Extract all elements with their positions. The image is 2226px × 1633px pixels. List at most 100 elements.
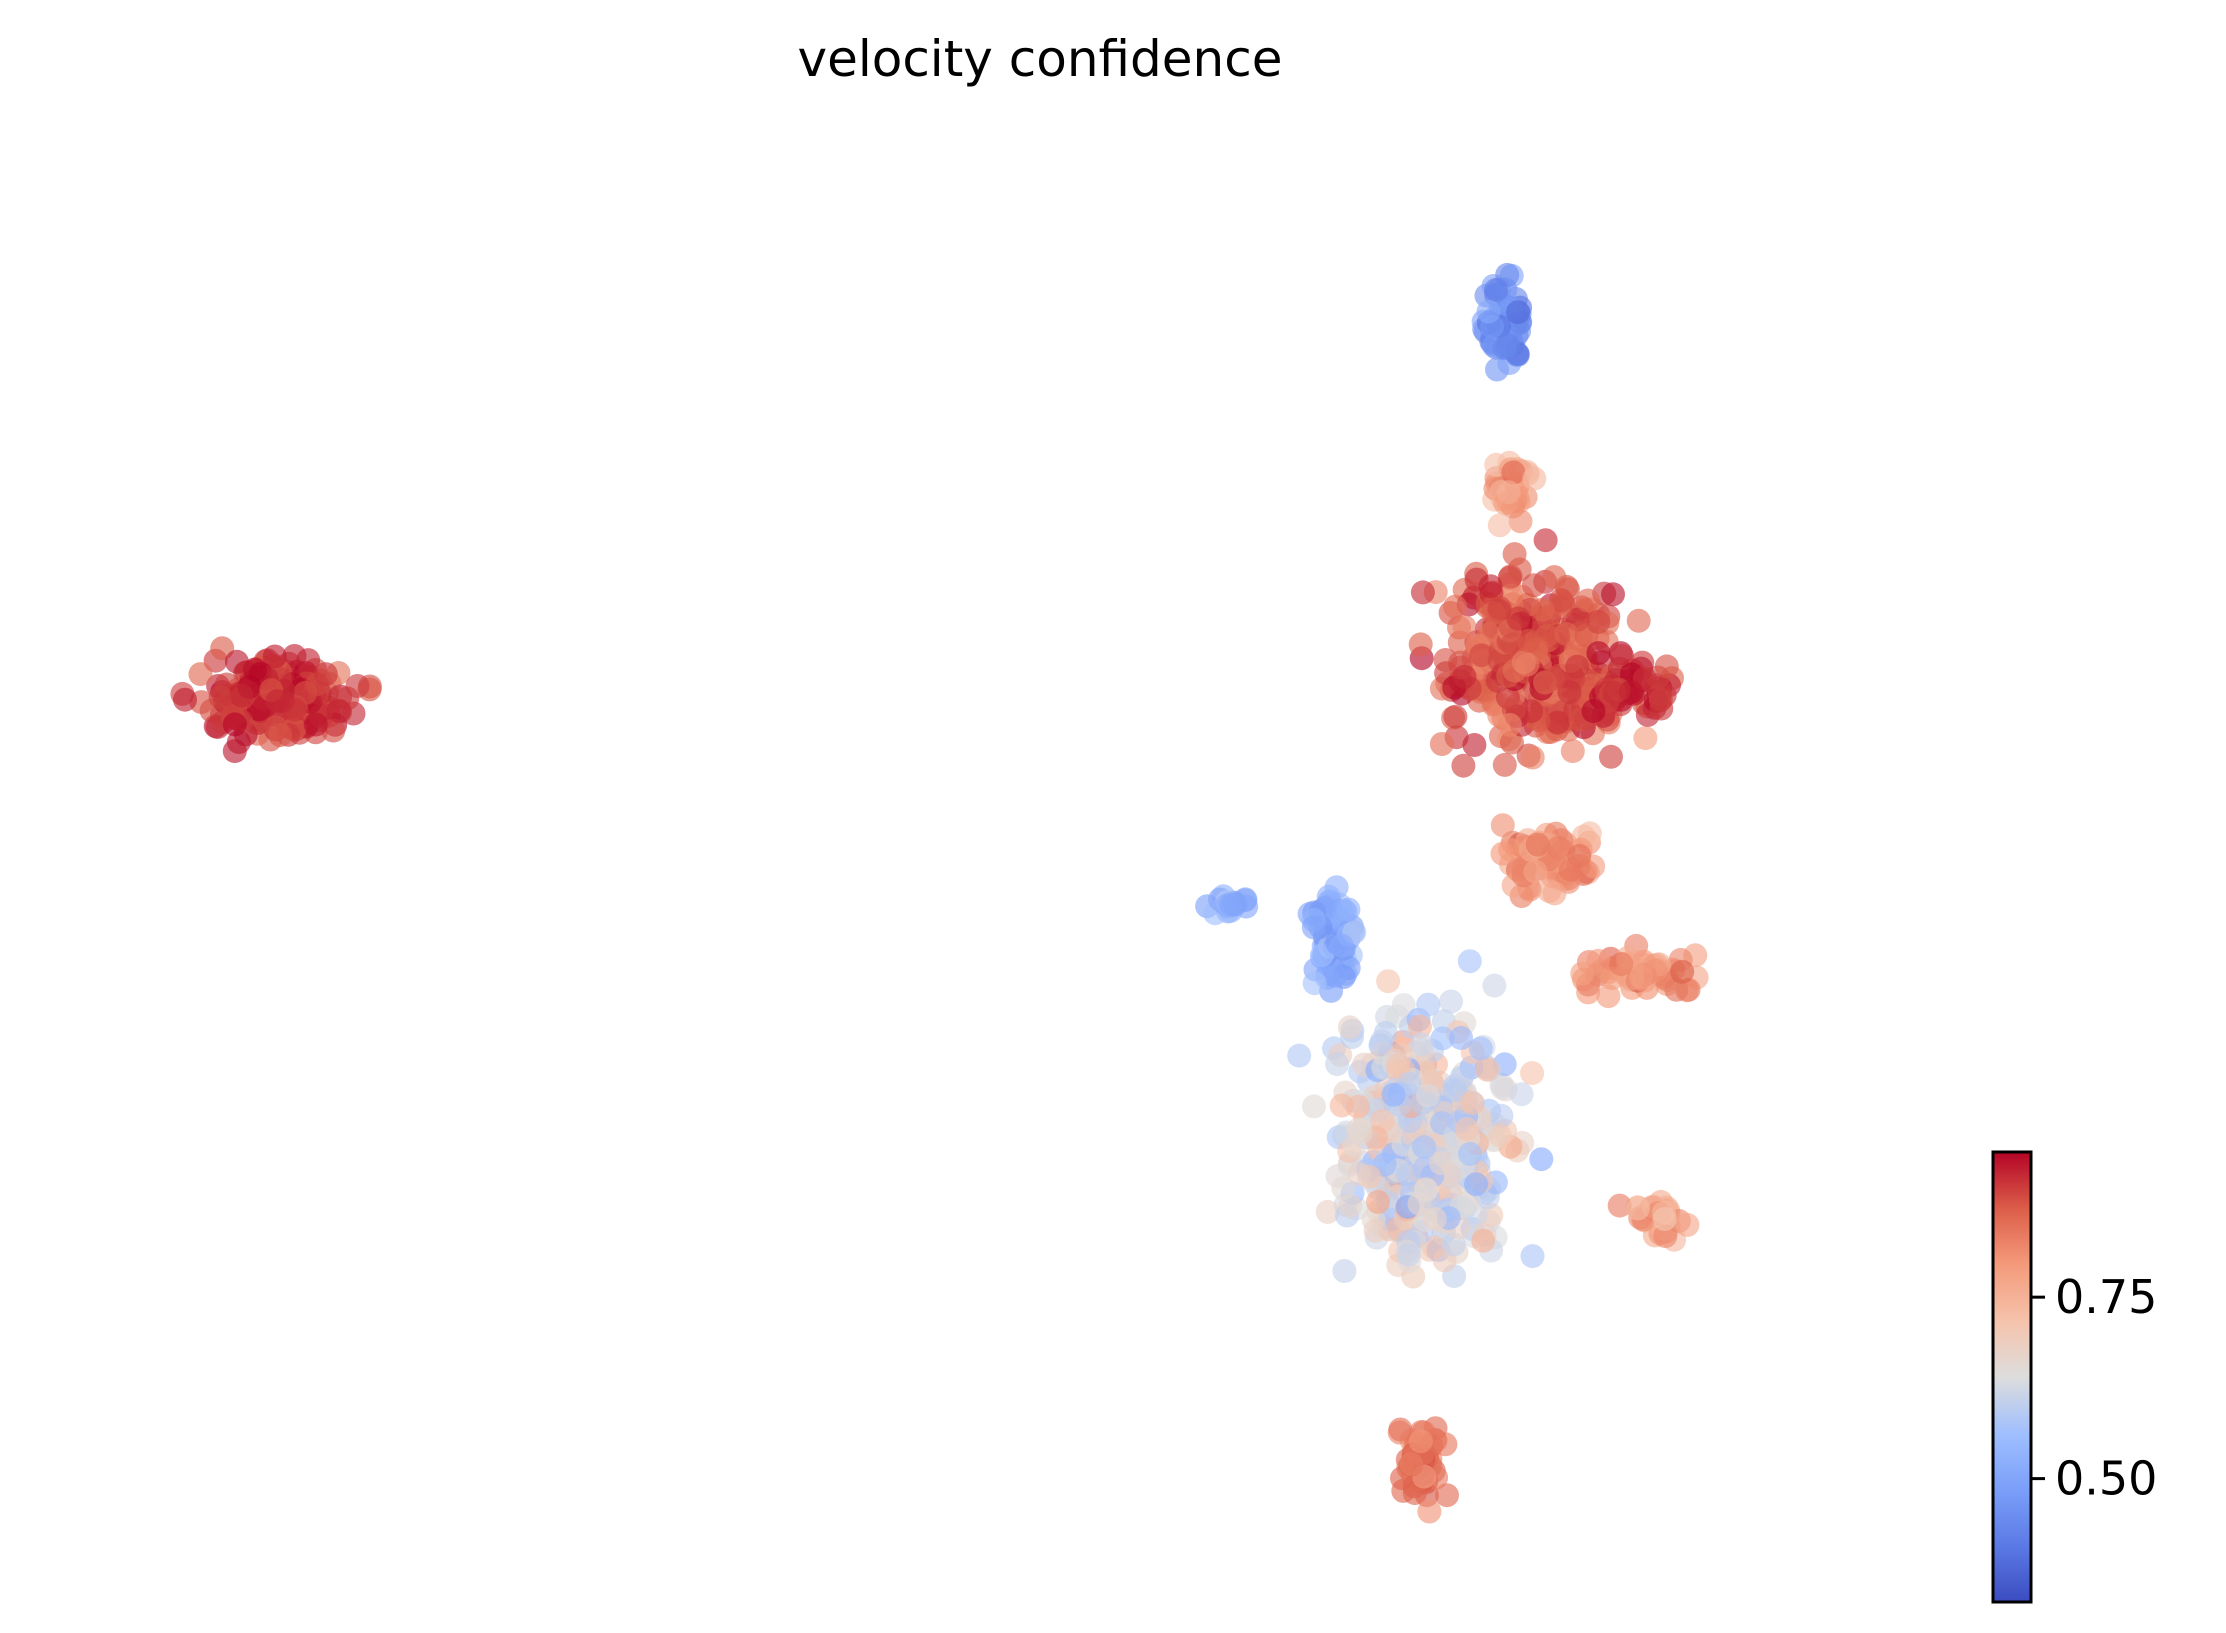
scatter-point [1586, 948, 1611, 973]
scatter-point [188, 662, 213, 687]
scatter-point [1602, 680, 1627, 705]
scatter-point [1652, 1207, 1677, 1231]
scatter-point [1654, 654, 1679, 679]
scatter-point [1475, 1057, 1500, 1082]
scatter-point [1338, 1194, 1363, 1218]
scatter-point [1337, 1015, 1362, 1040]
scatter-point [1416, 992, 1441, 1017]
scatter-point [326, 698, 351, 723]
scatter-point [1519, 699, 1544, 724]
scatter-point [1478, 574, 1503, 599]
scatter-point [1429, 732, 1454, 756]
scatter-point [262, 644, 287, 669]
scatter-point [1302, 1094, 1326, 1119]
scatter-point [1676, 977, 1701, 1002]
scatter-point [1347, 1162, 1372, 1187]
scatter-point [1366, 1189, 1390, 1214]
scatter-point [1435, 1483, 1459, 1508]
scatter-point [1586, 641, 1611, 666]
scatter-point [1529, 1147, 1554, 1172]
colorbar-tick-label: 0.50 [2055, 1452, 2157, 1506]
scatter-point [1581, 699, 1606, 724]
scatter-point [1302, 971, 1327, 996]
scatter-point [1429, 1151, 1453, 1176]
scatter-point [1471, 1228, 1496, 1253]
scatter-point [1490, 1075, 1515, 1100]
scatter-point [1452, 664, 1477, 689]
scatter-point [1601, 582, 1625, 607]
scatter-point [1522, 466, 1547, 491]
scatter-point [296, 648, 321, 673]
scatter-point [1492, 336, 1517, 361]
scatter-point [1575, 588, 1600, 613]
scatter-point [1422, 1206, 1447, 1231]
scatter-point [1484, 277, 1509, 302]
scatter-point [1500, 730, 1524, 755]
scatter-point [1369, 1029, 1394, 1054]
scatter-point [1609, 952, 1634, 977]
scatter-point [1497, 712, 1522, 737]
scatter-point [1560, 739, 1585, 764]
scatter-point [1410, 580, 1435, 605]
scatter-point [1443, 704, 1468, 729]
scatter-point [1315, 1199, 1340, 1224]
scatter-point [1530, 597, 1555, 622]
scatter-point [1452, 615, 1477, 640]
scatter-point [1468, 1036, 1493, 1061]
scatter-point [1511, 650, 1536, 675]
scatter-point [208, 685, 233, 710]
scatter-point [1391, 993, 1416, 1017]
scatter-point [1458, 1141, 1482, 1166]
scatter-point [1554, 621, 1579, 646]
scatter-point [268, 723, 293, 748]
scatter-point [1570, 961, 1595, 986]
scatter-point [303, 712, 328, 737]
scatter-point [1412, 1135, 1437, 1160]
scatter-point [1599, 744, 1623, 769]
scatter-point [1489, 1103, 1514, 1128]
scatter-point [1433, 1432, 1458, 1457]
scatter-point [1348, 1120, 1373, 1145]
scatter-point [243, 657, 267, 682]
scatter-point [1457, 949, 1482, 974]
scatter-point [173, 687, 197, 712]
scatter-point [345, 674, 370, 698]
scatter-point [1490, 841, 1515, 866]
scatter-point [1566, 854, 1591, 879]
scatter-point [1516, 628, 1541, 653]
scatter-point [1533, 528, 1558, 553]
scatter-point [1487, 596, 1512, 621]
colorbar-tick-label: 0.75 [2055, 1270, 2157, 1324]
scatter-point [1537, 879, 1562, 903]
scatter-point [1541, 666, 1566, 691]
scatter-point [1487, 513, 1512, 538]
scatter-point [1454, 1117, 1479, 1142]
colorbar: 0.50 0.75 [1991, 1150, 2157, 1604]
scatter-point [1414, 1178, 1438, 1203]
scatter-point [1408, 1014, 1432, 1039]
scatter-point [1324, 875, 1349, 900]
scatter-point [1508, 509, 1533, 534]
scatter-point [1323, 963, 1348, 988]
scatter-point [1506, 606, 1531, 631]
scatter-point [1331, 1176, 1356, 1200]
scatter-point [224, 649, 249, 674]
scatter-point [1476, 299, 1501, 324]
scatter-point [1670, 959, 1695, 984]
scatter-point [1492, 752, 1517, 777]
scatter-point [1443, 594, 1468, 619]
scatter-point [1346, 1094, 1370, 1119]
scatter-point [1501, 460, 1526, 485]
scatter-point [1332, 1259, 1357, 1283]
scatter-point [1496, 480, 1521, 505]
scatter-point [222, 712, 247, 737]
scatter-point [1456, 1190, 1481, 1215]
scatter-point [1498, 564, 1523, 589]
scatter-point [1325, 1052, 1350, 1077]
scatter-point [1653, 1224, 1678, 1249]
scatter-point [1506, 300, 1530, 325]
scatter-point [1388, 1417, 1413, 1442]
scatter-point [1399, 1452, 1424, 1477]
scatter-point [1487, 1123, 1512, 1148]
scatter-point [1462, 733, 1487, 757]
